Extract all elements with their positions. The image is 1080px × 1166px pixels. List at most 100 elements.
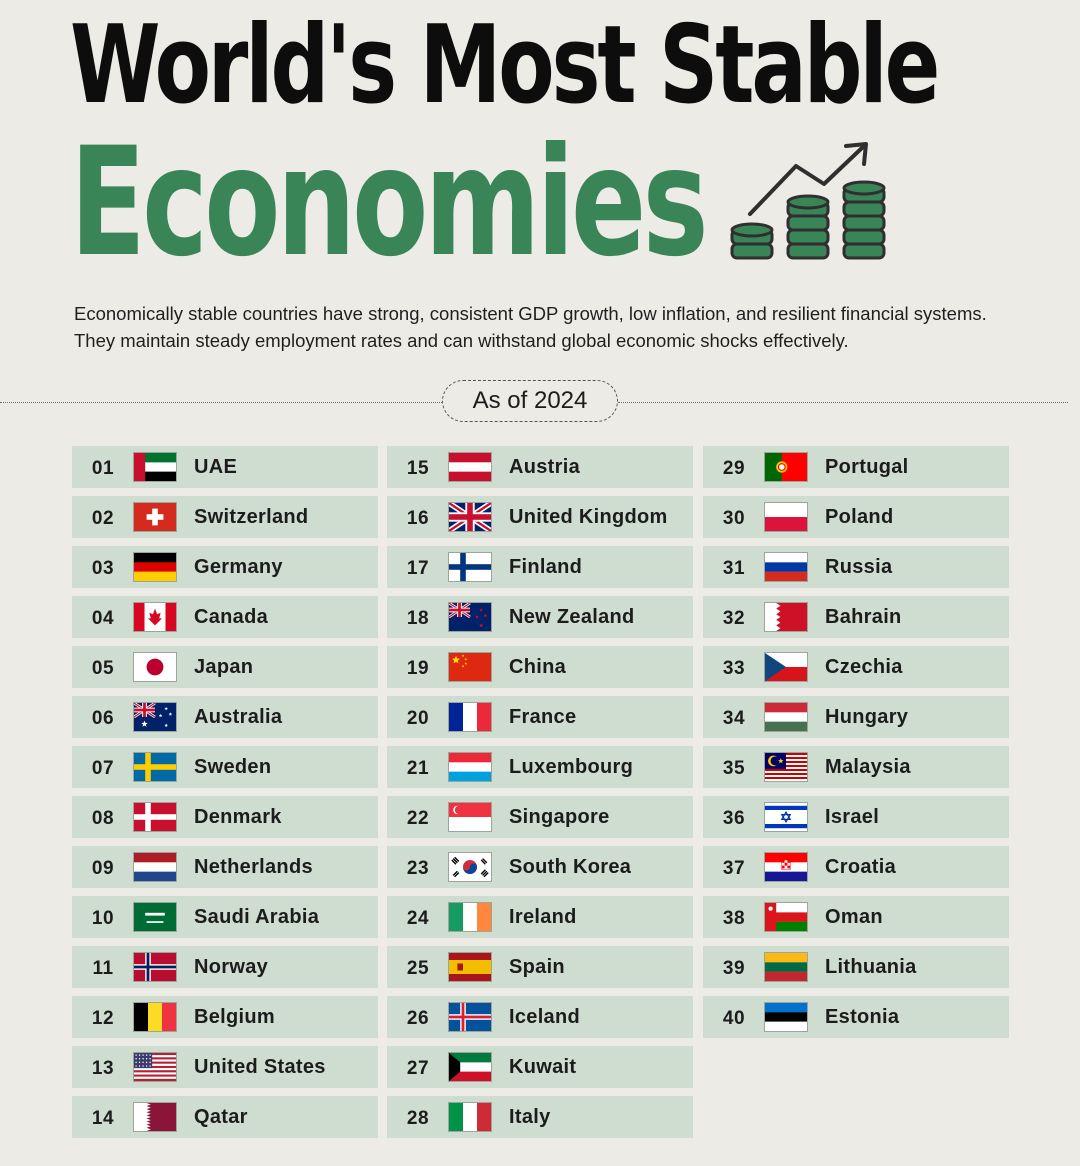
flag-bh-icon: [765, 603, 807, 631]
country-name: Russia: [825, 555, 893, 578]
country-name: Spain: [509, 955, 565, 978]
country-name: Japan: [194, 655, 254, 678]
rank-number: 21: [406, 758, 430, 779]
ranking-row-norway: 11 Norway: [72, 946, 378, 988]
country-name: Poland: [825, 505, 894, 528]
flag-kw-icon: [449, 1053, 491, 1081]
country-name: Portugal: [825, 455, 909, 478]
rank-number: 29: [722, 458, 746, 479]
flag-lu-icon: [449, 753, 491, 781]
ranking-row-germany: 03 Germany: [72, 546, 378, 588]
ranking-row-china: 19 China: [387, 646, 693, 688]
rank-number: 09: [91, 858, 115, 879]
flag-ee-icon: [765, 1003, 807, 1031]
rank-number: 32: [722, 608, 746, 629]
rank-number: 15: [406, 458, 430, 479]
ranking-row-switzerland: 02 Switzerland: [72, 496, 378, 538]
country-name: United States: [194, 1055, 326, 1078]
flag-ie-icon: [449, 903, 491, 931]
rank-number: 23: [406, 858, 430, 879]
as-of-badge: As of 2024: [442, 380, 618, 422]
ranking-row-australia: 06 Australia: [72, 696, 378, 738]
country-name: Italy: [509, 1105, 551, 1128]
country-name: Ireland: [509, 905, 577, 928]
country-name: Estonia: [825, 1005, 900, 1028]
flag-il-icon: [765, 803, 807, 831]
intro-paragraph: Economically stable countries have stron…: [74, 303, 987, 351]
ranking-row-bahrain: 32 Bahrain: [703, 596, 1009, 638]
country-name: Croatia: [825, 855, 897, 878]
rank-number: 36: [722, 808, 746, 829]
rank-number: 13: [91, 1058, 115, 1079]
ranking-row-oman: 38 Oman: [703, 896, 1009, 938]
rank-number: 14: [91, 1108, 115, 1129]
country-name: Bahrain: [825, 605, 902, 628]
rank-number: 12: [91, 1008, 115, 1029]
rank-number: 06: [91, 708, 115, 729]
rank-number: 33: [722, 658, 746, 679]
country-name: Hungary: [825, 705, 909, 728]
rank-number: 05: [91, 658, 115, 679]
flag-nl-icon: [134, 853, 176, 881]
ranking-row-qatar: 14 Qatar: [72, 1096, 378, 1138]
flag-is-icon: [449, 1003, 491, 1031]
flag-it-icon: [449, 1103, 491, 1131]
ranking-row-estonia: 40 Estonia: [703, 996, 1009, 1038]
rank-number: 40: [722, 1008, 746, 1029]
ranking-row-lithuania: 39 Lithuania: [703, 946, 1009, 988]
country-name: UAE: [194, 455, 238, 478]
rank-number: 07: [91, 758, 115, 779]
flag-dk-icon: [134, 803, 176, 831]
country-name: Oman: [825, 905, 883, 928]
rank-number: 10: [91, 908, 115, 929]
ranking-row-iceland: 26 Iceland: [387, 996, 693, 1038]
ranking-row-singapore: 22 Singapore: [387, 796, 693, 838]
ranking-row-russia: 31 Russia: [703, 546, 1009, 588]
country-name: Kuwait: [509, 1055, 577, 1078]
country-name: Lithuania: [825, 955, 917, 978]
ranking-row-canada: 04 Canada: [72, 596, 378, 638]
ranking-row-croatia: 37 Croatia: [703, 846, 1009, 888]
rank-number: 22: [406, 808, 430, 829]
ranking-row-netherlands: 09 Netherlands: [72, 846, 378, 888]
country-name: Singapore: [509, 805, 610, 828]
country-name: Germany: [194, 555, 283, 578]
country-name: South Korea: [509, 855, 632, 878]
ranking-row-denmark: 08 Denmark: [72, 796, 378, 838]
ranking-column-1: 01 UAE 02 Switzerland 03 Germany 04 Canada 05 Jap…: [72, 446, 378, 1146]
ranking-row-czechia: 33 Czechia: [703, 646, 1009, 688]
flag-be-icon: [134, 1003, 176, 1031]
country-name: United Kingdom: [509, 505, 668, 528]
rank-number: 38: [722, 908, 746, 929]
flag-fi-icon: [449, 553, 491, 581]
country-name: Israel: [825, 805, 880, 828]
ranking-row-finland: 17 Finland: [387, 546, 693, 588]
ranking-row-spain: 25 Spain: [387, 946, 693, 988]
flag-ca-icon: [134, 603, 176, 631]
ranking-row-israel: 36 Israel: [703, 796, 1009, 838]
flag-ru-icon: [765, 553, 807, 581]
rank-number: 31: [722, 558, 746, 579]
ranking-row-sweden: 07 Sweden: [72, 746, 378, 788]
country-name: Belgium: [194, 1005, 275, 1028]
ranking-row-united-states: 13 United States: [72, 1046, 378, 1088]
flag-hu-icon: [765, 703, 807, 731]
ranking-row-belgium: 12 Belgium: [72, 996, 378, 1038]
rank-number: 02: [91, 508, 115, 529]
flag-pt-icon: [765, 453, 807, 481]
flag-nz-icon: [449, 603, 491, 631]
country-name: Netherlands: [194, 855, 313, 878]
rank-number: 08: [91, 808, 115, 829]
ranking-row-hungary: 34 Hungary: [703, 696, 1009, 738]
rank-number: 20: [406, 708, 430, 729]
ranking-row-uae: 01 UAE: [72, 446, 378, 488]
ranking-row-italy: 28 Italy: [387, 1096, 693, 1138]
flag-no-icon: [134, 953, 176, 981]
rank-number: 17: [406, 558, 430, 579]
ranking-row-france: 20 France: [387, 696, 693, 738]
title-line-1: World's Most Stable: [70, 3, 940, 128]
ranking-row-new-zealand: 18 New Zealand: [387, 596, 693, 638]
rank-number: 18: [406, 608, 430, 629]
country-name: Austria: [509, 455, 581, 478]
flag-hr-icon: [765, 853, 807, 881]
